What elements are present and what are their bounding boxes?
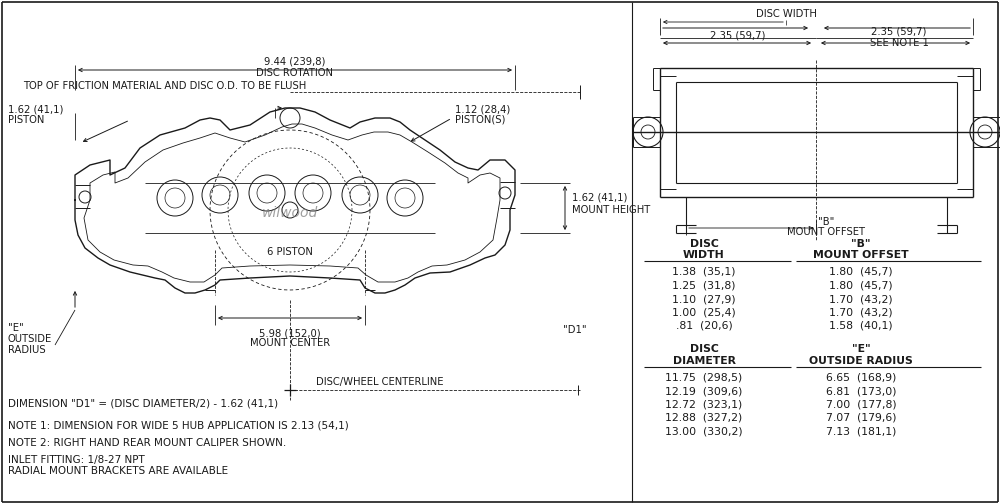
- Text: 6.81  (173,0): 6.81 (173,0): [826, 386, 896, 396]
- Text: INLET FITTING: 1/8-27 NPT: INLET FITTING: 1/8-27 NPT: [8, 455, 145, 465]
- Text: PISTON(S): PISTON(S): [455, 115, 505, 125]
- Text: 6 PISTON: 6 PISTON: [267, 247, 313, 257]
- Text: 12.72  (323,1): 12.72 (323,1): [665, 400, 743, 409]
- Text: 1.12 (28,4): 1.12 (28,4): [455, 104, 510, 114]
- Text: .81  (20,6): .81 (20,6): [676, 321, 732, 331]
- Text: 7.07  (179,6): 7.07 (179,6): [826, 413, 896, 423]
- Text: 1.80  (45,7): 1.80 (45,7): [829, 267, 893, 277]
- Text: RADIAL MOUNT BRACKETS ARE AVAILABLE: RADIAL MOUNT BRACKETS ARE AVAILABLE: [8, 466, 228, 476]
- Text: DISC ROTATION: DISC ROTATION: [256, 68, 334, 78]
- Text: MOUNT OFFSET: MOUNT OFFSET: [787, 227, 865, 237]
- Text: MOUNT OFFSET: MOUNT OFFSET: [813, 250, 909, 260]
- Text: DISC: DISC: [690, 239, 718, 249]
- Text: DISC: DISC: [690, 345, 718, 354]
- Text: "D1": "D1": [563, 325, 587, 335]
- Text: TOP OF FRICTION MATERIAL AND DISC O.D. TO BE FLUSH: TOP OF FRICTION MATERIAL AND DISC O.D. T…: [23, 81, 307, 91]
- Text: 1.58  (40,1): 1.58 (40,1): [829, 321, 893, 331]
- Text: OUTSIDE: OUTSIDE: [8, 334, 52, 344]
- Text: "B": "B": [818, 217, 834, 227]
- Text: OUTSIDE RADIUS: OUTSIDE RADIUS: [809, 355, 913, 365]
- Text: 1.80  (45,7): 1.80 (45,7): [829, 281, 893, 290]
- Text: WIDTH: WIDTH: [683, 250, 725, 260]
- Text: 2.35 (59,7): 2.35 (59,7): [710, 30, 766, 40]
- Text: 1.10  (27,9): 1.10 (27,9): [672, 294, 736, 304]
- Text: NOTE 2: RIGHT HAND REAR MOUNT CALIPER SHOWN.: NOTE 2: RIGHT HAND REAR MOUNT CALIPER SH…: [8, 438, 286, 448]
- Text: 1.00  (25,4): 1.00 (25,4): [672, 307, 736, 318]
- Text: 6.65  (168,9): 6.65 (168,9): [826, 372, 896, 383]
- Text: "E": "E": [852, 345, 870, 354]
- Text: 1.25  (31,8): 1.25 (31,8): [672, 281, 736, 290]
- Text: wilwood: wilwood: [262, 206, 318, 220]
- Text: "E": "E": [8, 323, 24, 333]
- Text: 1.70  (43,2): 1.70 (43,2): [829, 294, 893, 304]
- Text: MOUNT CENTER: MOUNT CENTER: [250, 338, 330, 348]
- Text: 1.70  (43,2): 1.70 (43,2): [829, 307, 893, 318]
- Text: PISTON: PISTON: [8, 115, 44, 125]
- Text: 11.75  (298,5): 11.75 (298,5): [665, 372, 743, 383]
- Text: DIMENSION "D1" = (DISC DIAMETER/2) - 1.62 (41,1): DIMENSION "D1" = (DISC DIAMETER/2) - 1.6…: [8, 398, 278, 408]
- Text: 5.98 (152,0): 5.98 (152,0): [259, 328, 321, 338]
- Text: DIAMETER: DIAMETER: [672, 355, 736, 365]
- Text: MOUNT HEIGHT: MOUNT HEIGHT: [572, 205, 650, 215]
- Text: NOTE 1: DIMENSION FOR WIDE 5 HUB APPLICATION IS 2.13 (54,1): NOTE 1: DIMENSION FOR WIDE 5 HUB APPLICA…: [8, 420, 349, 430]
- Text: 13.00  (330,2): 13.00 (330,2): [665, 426, 743, 436]
- Text: SEE NOTE 1: SEE NOTE 1: [870, 38, 928, 48]
- Text: RADIUS: RADIUS: [8, 345, 46, 355]
- Text: 12.19  (309,6): 12.19 (309,6): [665, 386, 743, 396]
- Text: 7.13  (181,1): 7.13 (181,1): [826, 426, 896, 436]
- Text: 12.88  (327,2): 12.88 (327,2): [665, 413, 743, 423]
- Text: DISC/WHEEL CENTERLINE: DISC/WHEEL CENTERLINE: [316, 377, 444, 387]
- Text: 1.62 (41,1): 1.62 (41,1): [8, 104, 63, 114]
- Text: 1.38  (35,1): 1.38 (35,1): [672, 267, 736, 277]
- Text: DISC WIDTH: DISC WIDTH: [756, 9, 816, 19]
- Text: 9.44 (239,8): 9.44 (239,8): [264, 56, 326, 66]
- Text: 2.35 (59,7): 2.35 (59,7): [871, 27, 927, 37]
- Text: 7.00  (177,8): 7.00 (177,8): [826, 400, 896, 409]
- Text: 1.62 (41,1): 1.62 (41,1): [572, 193, 627, 203]
- Text: "B": "B": [851, 239, 871, 249]
